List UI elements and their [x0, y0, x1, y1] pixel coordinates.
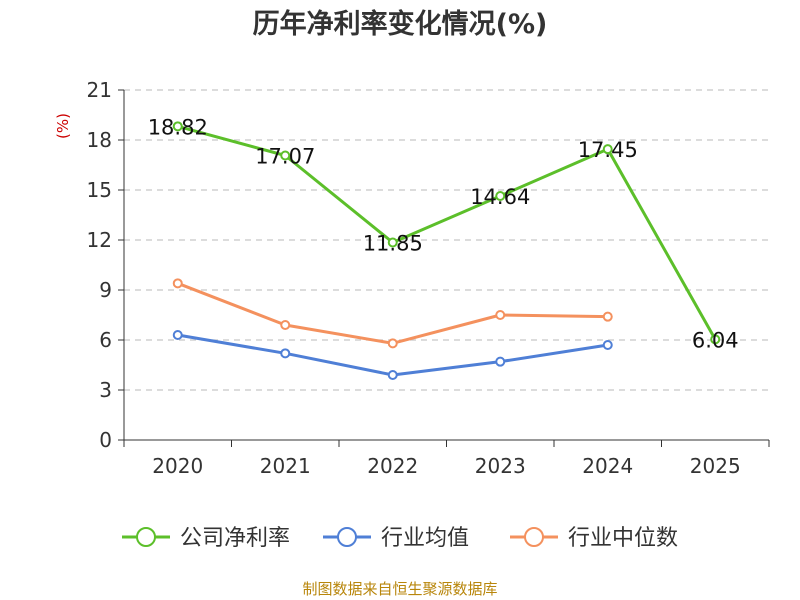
x-tick-label: 2023	[475, 454, 526, 478]
data-point	[172, 330, 183, 340]
legend-label: 行业均值	[381, 526, 469, 551]
data-point	[387, 237, 398, 248]
data-point	[280, 150, 291, 161]
legend-marker-icon	[337, 527, 357, 547]
data-point	[172, 278, 183, 289]
data-label: 11.85	[363, 232, 423, 256]
data-label: 17.45	[578, 138, 638, 162]
data-point	[602, 311, 613, 322]
legend-item: 行业中位数	[510, 526, 678, 551]
data-point	[387, 338, 398, 349]
data-point	[280, 320, 291, 330]
y-tick-label: 6	[99, 328, 112, 352]
legend-label: 公司净利率	[180, 526, 290, 551]
legend-marker-icon	[136, 527, 156, 547]
data-point	[495, 356, 506, 367]
x-tick-label: 2022	[367, 454, 418, 478]
y-axis-label: (%)	[54, 113, 72, 139]
y-tick-label: 0	[99, 428, 112, 452]
y-tick-label: 15	[87, 178, 112, 202]
y-tick-label: 21	[87, 78, 112, 102]
data-point	[710, 334, 721, 345]
data-point	[495, 310, 506, 320]
data-point	[172, 121, 183, 132]
y-tick-labels: 0 3 6 9 12 15 18 21	[87, 78, 112, 452]
y-tick-label: 18	[87, 128, 112, 152]
legend: 公司净利率 行业均值 行业中位数	[122, 526, 678, 551]
grid-lines	[124, 89, 769, 391]
y-tick-label: 12	[87, 228, 112, 252]
x-tick-label: 2025	[690, 454, 741, 478]
x-tick-label: 2020	[152, 454, 203, 478]
chart-title: 历年净利率变化情况(%)	[253, 8, 548, 40]
legend-item: 公司净利率	[122, 526, 290, 551]
legend-item: 行业均值	[323, 526, 469, 551]
data-point	[495, 191, 506, 201]
x-tick-label: 2021	[260, 454, 311, 478]
y-tick-label: 9	[99, 278, 112, 302]
series-行业均值	[172, 330, 613, 380]
x-tick-labels: 2020 2021 2022 2023 2024 2025	[152, 454, 740, 478]
series-line	[177, 124, 717, 341]
series-layer: 18.82 17.07 11.85 14.64 17.45 6.04	[148, 115, 739, 380]
legend-label: 行业中位数	[568, 526, 678, 551]
data-point	[280, 348, 291, 359]
series-line	[177, 281, 608, 345]
series-公司净利率: 18.82 17.07 11.85 14.64 17.45 6.04	[148, 115, 739, 352]
data-label: 18.82	[148, 115, 208, 139]
data-label: 17.07	[255, 145, 315, 169]
data-point	[602, 340, 613, 350]
data-label: 6.04	[692, 328, 739, 352]
source-note: 制图数据来自恒生聚源数据库	[302, 580, 497, 598]
data-point	[602, 144, 613, 155]
data-label: 14.64	[470, 185, 530, 209]
y-tick-label: 3	[99, 378, 112, 402]
series-行业中位数	[172, 278, 613, 349]
axes	[118, 89, 770, 447]
legend-marker-icon	[524, 527, 544, 547]
data-point	[387, 370, 398, 380]
x-tick-label: 2024	[582, 454, 633, 478]
